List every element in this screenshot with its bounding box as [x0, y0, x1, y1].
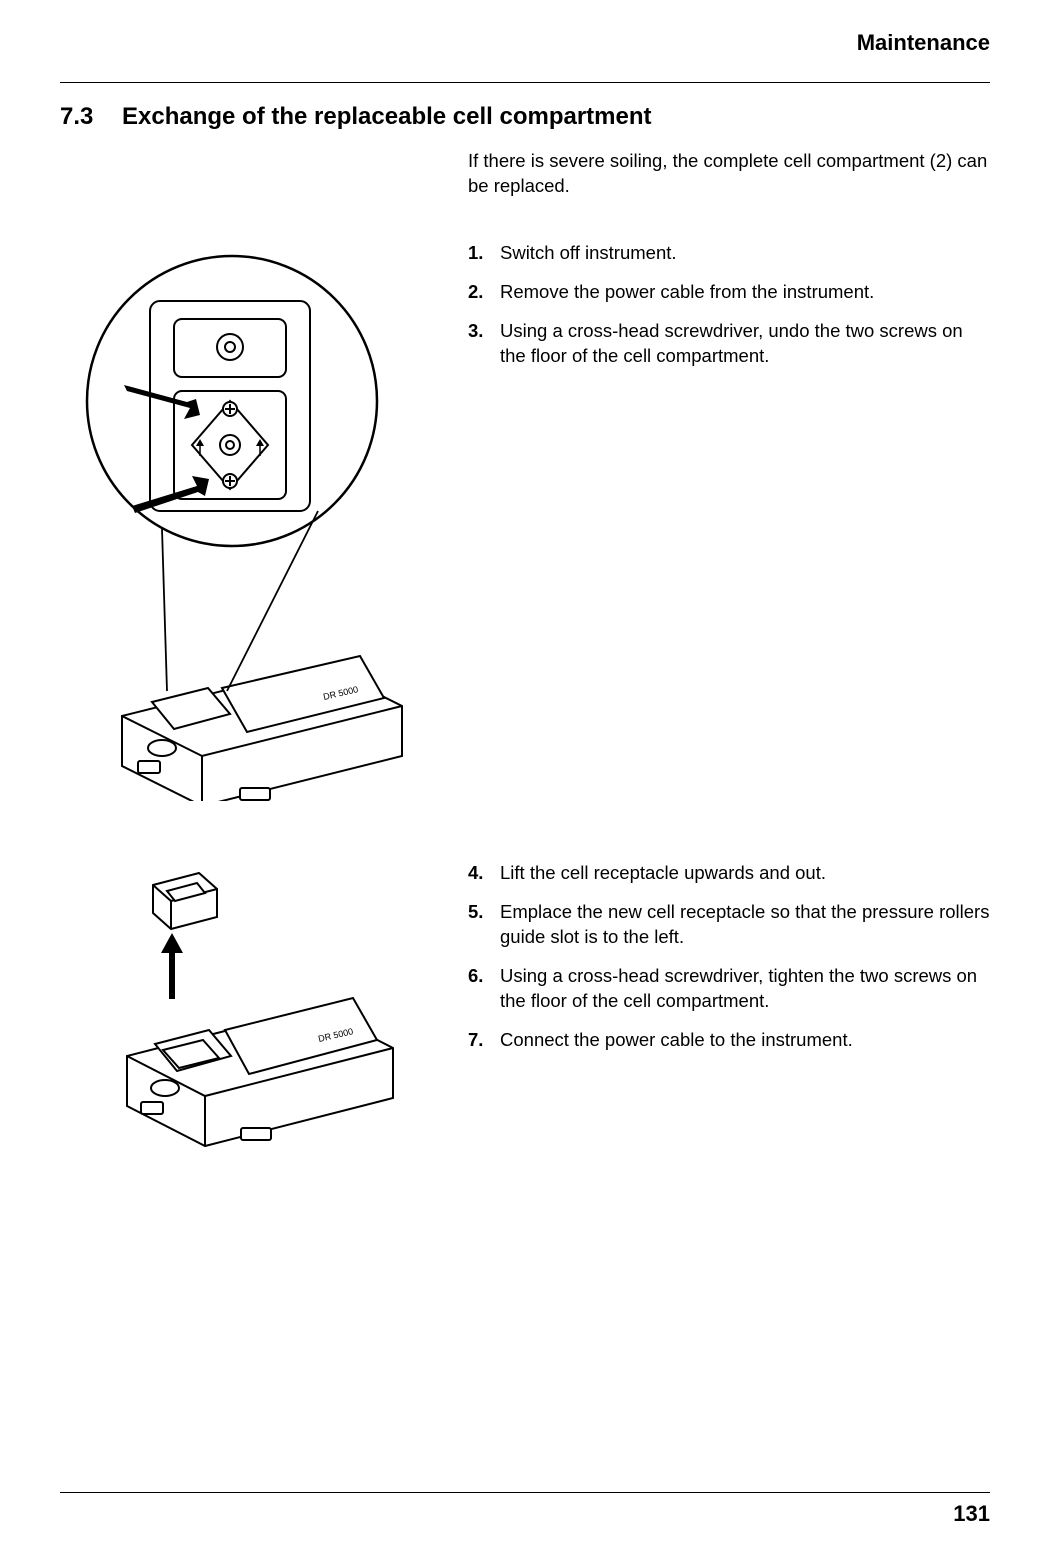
step-number: 3.: [468, 319, 500, 369]
step-text: Emplace the new cell receptacle so that …: [500, 900, 990, 950]
step-item: 3.Using a cross-head screwdriver, undo t…: [468, 319, 990, 369]
running-head: Maintenance: [60, 30, 990, 56]
header-rule: [60, 82, 990, 83]
figure-2: DR 5000: [60, 861, 444, 1161]
step-number: 7.: [468, 1028, 500, 1053]
step-item: 2.Remove the power cable from the instru…: [468, 280, 990, 305]
step-item: 1.Switch off instrument.: [468, 241, 990, 266]
section-number: 7.3: [60, 103, 122, 131]
footer-rule: [60, 1492, 990, 1493]
step-number: 6.: [468, 964, 500, 1014]
page-number: 131: [60, 1501, 990, 1527]
step-text: Connect the power cable to the instrumen…: [500, 1028, 853, 1053]
step-text: Remove the power cable from the instrume…: [500, 280, 874, 305]
figure-1-col: DR 5000: [60, 241, 444, 801]
row-1: DR 5000 1.Switch off instrument. 2.Remov…: [60, 241, 990, 801]
figure-2-col: DR 5000: [60, 861, 444, 1161]
step-number: 2.: [468, 280, 500, 305]
content-area: If there is severe soiling, the complete…: [60, 149, 990, 1221]
steps-1-3: 1.Switch off instrument. 2.Remove the po…: [468, 241, 990, 801]
intro-paragraph: If there is severe soiling, the complete…: [468, 149, 990, 199]
step-text: Using a cross-head screwdriver, undo the…: [500, 319, 990, 369]
figure-1: DR 5000: [60, 241, 444, 801]
device-diagram-1-icon: DR 5000: [72, 241, 432, 801]
row-2: DR 5000 4.Lift the cell receptacle upwar…: [60, 861, 990, 1161]
step-item: 5.Emplace the new cell receptacle so tha…: [468, 900, 990, 950]
footer: 131: [60, 1492, 990, 1527]
device-diagram-2-icon: DR 5000: [97, 861, 407, 1161]
step-number: 4.: [468, 861, 500, 886]
step-text: Lift the cell receptacle upwards and out…: [500, 861, 826, 886]
section-heading: 7.3Exchange of the replaceable cell comp…: [60, 103, 990, 131]
step-text: Switch off instrument.: [500, 241, 677, 266]
step-item: 7.Connect the power cable to the instrum…: [468, 1028, 990, 1053]
step-number: 5.: [468, 900, 500, 950]
section-title: Exchange of the replaceable cell compart…: [122, 103, 652, 130]
step-number: 1.: [468, 241, 500, 266]
step-item: 6.Using a cross-head screwdriver, tighte…: [468, 964, 990, 1014]
step-item: 4.Lift the cell receptacle upwards and o…: [468, 861, 990, 886]
steps-4-7: 4.Lift the cell receptacle upwards and o…: [468, 861, 990, 1161]
step-text: Using a cross-head screwdriver, tighten …: [500, 964, 990, 1014]
